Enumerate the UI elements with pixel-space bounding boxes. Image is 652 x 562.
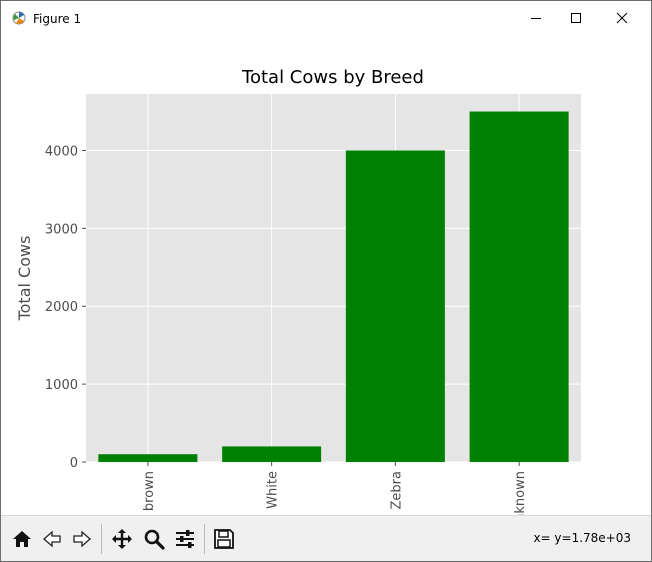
window-title: Figure 1 [33,12,82,26]
back-arrow-icon [43,530,61,548]
bar [469,111,569,463]
configure-subplots-button[interactable] [170,524,200,554]
move-icon [112,529,132,549]
x-tick-label: White [266,471,281,509]
chart-title: Total Cows by Breed [241,67,424,88]
home-icon [13,531,31,547]
bar [345,150,445,462]
bar [222,446,322,462]
close-button[interactable] [599,1,645,35]
bar [98,454,198,462]
minimize-icon [531,18,541,19]
save-button[interactable] [209,524,239,554]
forward-button[interactable] [67,524,97,554]
toolbar-separator [101,524,102,554]
floppy-disk-icon [214,529,234,549]
y-tick-label: 2000 [45,300,78,315]
maximize-button[interactable] [553,1,599,35]
close-icon [616,12,628,24]
figure-canvas[interactable]: 0 1000 2000 3000 4000 brown White Zebra nknown … [1,35,651,522]
pan-button[interactable] [107,524,137,554]
toolbar-separator [204,524,205,554]
minimize-button[interactable] [513,1,559,35]
y-tick-label: 1000 [45,378,78,393]
zoom-button[interactable] [139,524,169,554]
x-tick-label: Zebra [389,471,404,509]
matplotlib-icon [12,11,26,25]
forward-arrow-icon [73,530,91,548]
sliders-icon [176,530,194,548]
y-tick-label: 3000 [45,222,78,237]
maximize-icon [571,13,581,23]
x-tick-label: brown [142,471,157,511]
y-axis-label: Total Cows [15,236,34,322]
back-button[interactable] [37,524,67,554]
x-tick-label: nknown [513,471,528,515]
navigation-toolbar: x= y=1.78e+03 [1,515,651,561]
cursor-coordinates: x= y=1.78e+03 [533,531,631,545]
y-tick-label: 0 [70,456,78,471]
title-bar[interactable]: Figure 1 [1,1,651,35]
magnifier-icon [144,529,165,550]
y-tick-label: 4000 [45,144,78,159]
home-button[interactable] [7,524,37,554]
